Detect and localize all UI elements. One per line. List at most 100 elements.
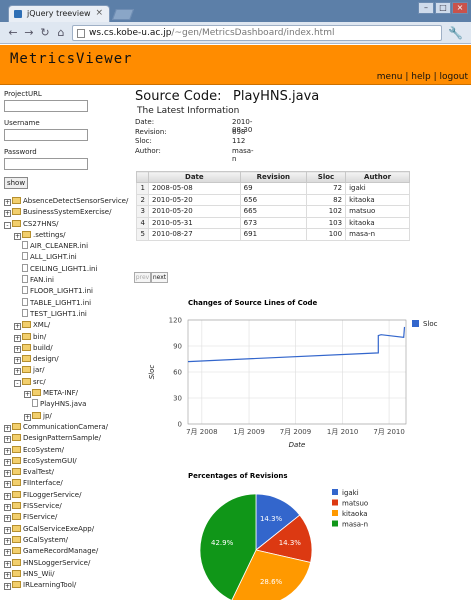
tree-item[interactable]: - CS27HNS/ — [4, 219, 134, 230]
tree-item[interactable]: + DesignPatternSample/ — [4, 433, 134, 444]
tree-item[interactable]: CEILING_LIGHT1.ini — [4, 263, 134, 275]
tree-item[interactable]: + XML/ — [4, 320, 134, 331]
tree-item-label: HNS_Wii/ — [23, 569, 55, 578]
expand-icon[interactable]: + — [4, 583, 11, 591]
tree-item[interactable]: + bin/ — [4, 332, 134, 343]
logout-link[interactable]: logout — [439, 72, 468, 82]
pager: prev next — [134, 272, 168, 283]
prev-button[interactable]: prev — [134, 272, 151, 283]
expand-icon[interactable]: + — [14, 357, 21, 365]
table-row[interactable]: 1 2008-05-08 69 72 igaki — [136, 182, 410, 195]
tree-item[interactable]: + BusinessSystemExercise/ — [4, 207, 134, 218]
expand-icon[interactable]: + — [4, 424, 11, 432]
tree-item[interactable]: + FIInterface/ — [4, 478, 134, 489]
tree-item[interactable]: + GameRecordManage/ — [4, 546, 134, 557]
tree-item[interactable]: + CommunicationCamera/ — [4, 422, 134, 433]
address-bar[interactable]: ws.cs.kobe-u.ac.jp/~gen/MetricsDashboard… — [72, 25, 442, 41]
collapse-icon[interactable]: - — [14, 379, 21, 387]
new-tab-button[interactable] — [111, 9, 135, 20]
tree-item[interactable]: - src/ — [4, 377, 134, 388]
tree-item[interactable]: ALL_LIGHT.ini — [4, 252, 134, 263]
tree-item-label: build/ — [33, 343, 53, 352]
wrench-icon[interactable]: 🔧 — [448, 26, 463, 40]
tree-item[interactable]: PlayHNS.java — [4, 399, 134, 410]
username-input[interactable] — [4, 129, 88, 141]
tree-item[interactable]: + EvalTest/ — [4, 467, 134, 478]
table-row[interactable]: 4 2010-05-31 673 103 kitaoka — [136, 216, 410, 229]
close-tab-icon[interactable]: × — [95, 8, 103, 18]
tree-item[interactable]: + GCalServiceExeApp/ — [4, 524, 134, 535]
tree-item[interactable]: + IRLearningTool/ — [4, 580, 134, 591]
forward-arrow-icon[interactable]: → — [24, 26, 34, 39]
expand-icon[interactable]: + — [4, 515, 11, 523]
tree-item-label: FILoggerService/ — [23, 490, 82, 499]
browser-tab[interactable]: jQuery treeview × — [8, 5, 110, 22]
expand-icon[interactable]: + — [4, 560, 11, 568]
tree-item[interactable]: + EcoSystem/ — [4, 445, 134, 456]
tree-item[interactable]: + HNS_Wii/ — [4, 569, 134, 580]
tree-item[interactable]: + design/ — [4, 354, 134, 365]
tree-item[interactable]: FAN.ini — [4, 275, 134, 286]
tree-item[interactable]: + build/ — [4, 343, 134, 354]
show-button[interactable]: show — [4, 177, 28, 189]
expand-icon[interactable]: + — [14, 232, 21, 240]
tree-item[interactable]: TEST_LIGHT1.ini — [4, 308, 134, 320]
expand-icon[interactable]: + — [14, 334, 21, 342]
project-url-input[interactable] — [4, 100, 88, 112]
back-arrow-icon[interactable]: ← — [8, 26, 18, 39]
expand-icon[interactable]: + — [4, 549, 11, 557]
expand-icon[interactable]: + — [4, 210, 11, 218]
pie-slice-kitaoka — [231, 549, 312, 600]
table-header-date[interactable]: Date — [148, 171, 241, 183]
table-header-revision[interactable]: Revision — [239, 171, 307, 183]
help-link[interactable]: help — [411, 72, 431, 82]
expand-icon[interactable]: + — [24, 413, 31, 421]
tree-item[interactable]: + FILoggerService/ — [4, 490, 134, 501]
home-icon[interactable]: ⌂ — [57, 26, 65, 39]
menu-link[interactable]: menu — [376, 72, 403, 82]
expand-icon[interactable]: + — [14, 323, 21, 331]
expand-icon[interactable]: + — [4, 447, 11, 455]
expand-icon[interactable]: + — [4, 199, 11, 206]
password-input[interactable] — [4, 158, 88, 170]
tree-item[interactable]: + EcoSystemGUI/ — [4, 456, 134, 467]
tree-item[interactable]: + jar/ — [4, 365, 134, 376]
reload-icon[interactable]: ↻ — [40, 26, 50, 39]
next-button[interactable]: next — [151, 272, 168, 283]
expand-icon[interactable]: + — [24, 391, 31, 399]
expand-icon[interactable]: + — [4, 504, 11, 512]
collapse-icon[interactable]: - — [4, 221, 11, 229]
tree-item[interactable]: + FIService/ — [4, 512, 134, 523]
tree-item[interactable]: AIR_CLEANER.ini — [4, 241, 134, 252]
tree-item[interactable]: + GCalSystem/ — [4, 535, 134, 546]
expand-icon[interactable]: + — [4, 571, 11, 579]
tree-item[interactable]: + .settings/ — [4, 230, 134, 241]
expand-icon[interactable]: + — [4, 481, 11, 489]
table-header-sloc[interactable]: Sloc — [305, 171, 347, 183]
table-row[interactable]: 2 2010-05-20 656 82 kitaoka — [136, 193, 410, 206]
expand-icon[interactable]: + — [4, 492, 11, 500]
expand-icon[interactable]: + — [14, 368, 21, 376]
expand-icon[interactable]: + — [4, 526, 11, 534]
tree-item-label: EvalTest/ — [23, 468, 54, 477]
tree-item[interactable]: TABLE_LIGHT1.ini — [4, 297, 134, 309]
tree-item[interactable]: + META-INF/ — [4, 388, 134, 399]
cell-author: kitaoka — [345, 193, 410, 206]
table-row[interactable]: 5 2010-08-27 691 100 masa-n — [136, 228, 410, 241]
tree-item[interactable]: + HNSLoggerService/ — [4, 558, 134, 569]
tree-item[interactable]: + AbsenceDetectSensorService/ — [4, 196, 134, 207]
expand-icon[interactable]: + — [14, 345, 21, 353]
legend-swatch — [332, 489, 338, 495]
window-close-icon[interactable]: × — [452, 2, 468, 14]
tree-item[interactable]: FLOOR_LIGHT1.ini — [4, 286, 134, 297]
table-row[interactable]: 3 2010-05-20 665 102 matsuo — [136, 205, 410, 218]
expand-icon[interactable]: + — [4, 436, 11, 444]
expand-icon[interactable]: + — [4, 537, 11, 545]
tree-item[interactable]: + FISService/ — [4, 501, 134, 512]
maximize-icon[interactable]: □ — [435, 2, 451, 14]
minimize-icon[interactable]: – — [418, 2, 434, 14]
expand-icon[interactable]: + — [4, 458, 11, 466]
expand-icon[interactable]: + — [4, 470, 11, 478]
table-header-author[interactable]: Author — [345, 171, 410, 183]
tree-item[interactable]: + jp/ — [4, 411, 134, 422]
